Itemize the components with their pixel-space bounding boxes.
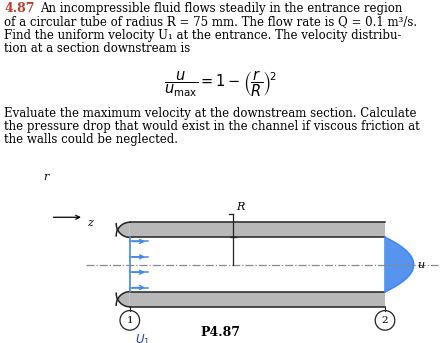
Circle shape <box>120 310 139 330</box>
Text: the pressure drop that would exist in the channel if viscous friction at: the pressure drop that would exist in th… <box>4 120 420 133</box>
Text: $U_1$: $U_1$ <box>135 333 150 343</box>
Text: Find the uniform velocity U₁ at the entrance. The velocity distribu-: Find the uniform velocity U₁ at the entr… <box>4 29 401 42</box>
Text: P4.87: P4.87 <box>200 326 240 339</box>
Text: u: u <box>418 260 425 270</box>
Text: z: z <box>87 218 93 228</box>
Polygon shape <box>116 292 130 307</box>
Text: $\dfrac{u}{u_{\mathrm{max}}} = 1 - \left(\dfrac{r}{R}\right)^{\!2}$: $\dfrac{u}{u_{\mathrm{max}}} = 1 - \left… <box>164 69 276 99</box>
Circle shape <box>375 310 395 330</box>
Text: R: R <box>236 202 245 212</box>
Bar <box>130 292 385 307</box>
Text: of a circular tube of radius R = 75 mm. The flow rate is Q = 0.1 m³/s.: of a circular tube of radius R = 75 mm. … <box>4 15 417 28</box>
Text: 4.87: 4.87 <box>4 2 34 15</box>
Text: r: r <box>43 172 48 182</box>
Text: An incompressible fluid flows steadily in the entrance region: An incompressible fluid flows steadily i… <box>40 2 402 15</box>
Text: 1: 1 <box>126 316 133 325</box>
Text: the walls could be neglected.: the walls could be neglected. <box>4 133 178 146</box>
Text: tion at a section downstream is: tion at a section downstream is <box>4 43 190 56</box>
Text: 2: 2 <box>381 316 389 325</box>
Text: Evaluate the maximum velocity at the downstream section. Calculate: Evaluate the maximum velocity at the dow… <box>4 106 417 119</box>
Bar <box>130 222 385 237</box>
Polygon shape <box>116 222 130 237</box>
